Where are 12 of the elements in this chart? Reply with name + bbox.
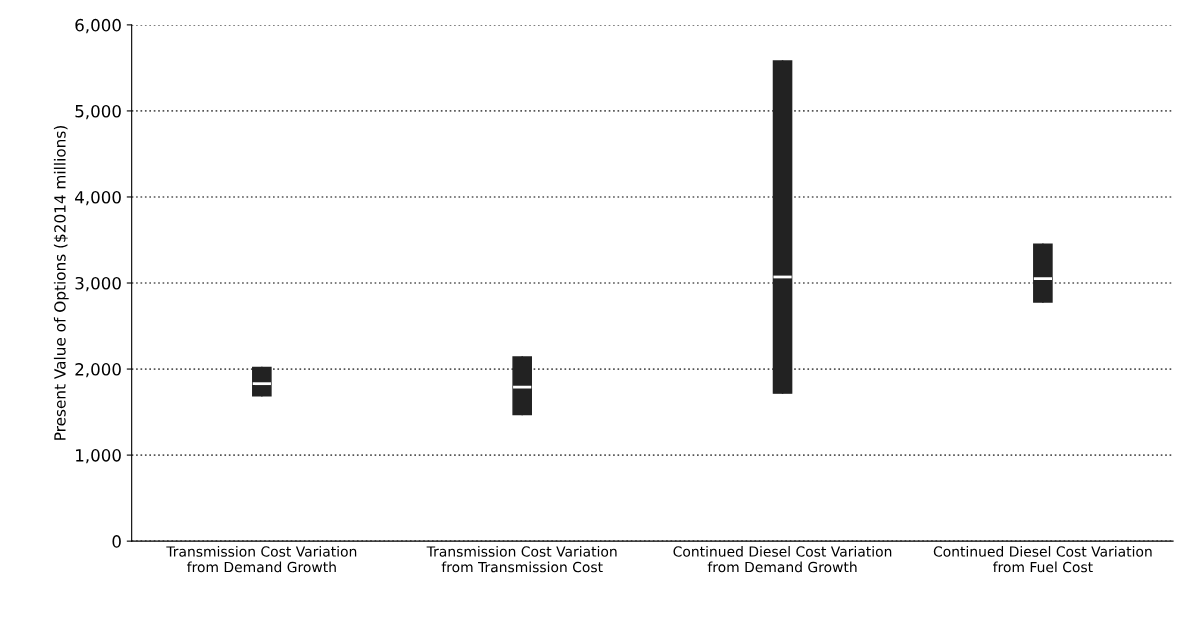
x-tick-label: Transmission Cost Variation from Demand Growth	[166, 546, 357, 573]
y-tick-label: 0	[112, 535, 121, 548]
y-tick-label: 5,000	[75, 104, 121, 120]
y-tick-label: 6,000	[75, 18, 121, 34]
y-tick-label: 2,000	[75, 363, 121, 378]
x-tick-label: Continued Diesel Cost Variation from Demand Growth	[673, 546, 892, 573]
y-tick-label: 4,000	[75, 190, 121, 206]
x-tick-label: Continued Diesel Cost Variation from Fuel Cost	[933, 546, 1152, 573]
y-tick-label: 3,000	[75, 276, 121, 292]
x-tick-label: Transmission Cost Variation from Transmission Cost	[426, 546, 617, 573]
y-tick-label: 1,000	[76, 449, 121, 464]
y-axis-title: Present Value of Options ($2014 millions)	[53, 126, 69, 440]
